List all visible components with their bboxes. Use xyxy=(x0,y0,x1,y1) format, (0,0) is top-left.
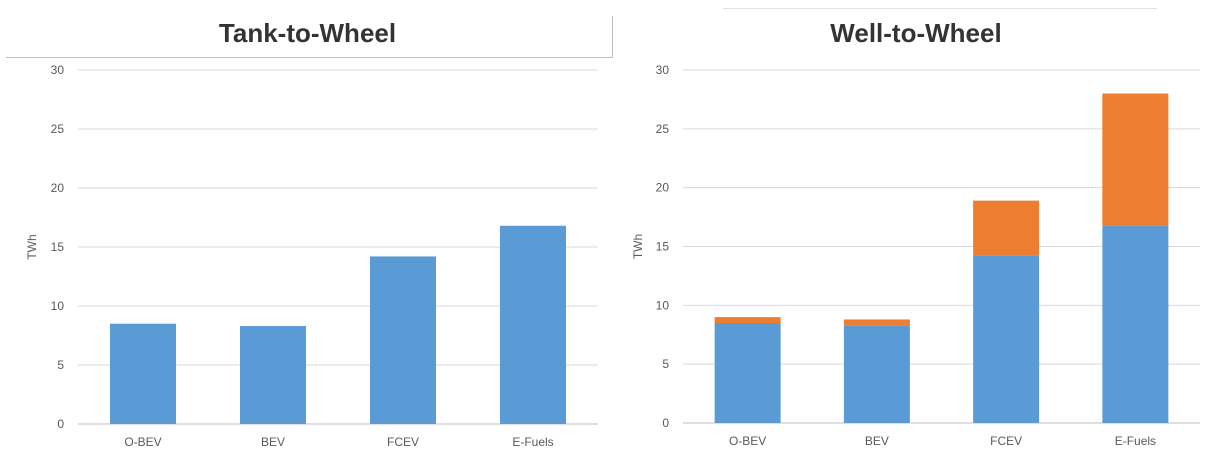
bar-fcev-series-1 xyxy=(370,256,436,424)
bar-o-bev-series-1 xyxy=(110,323,176,424)
bar-e-fuels-series-1 xyxy=(500,225,566,424)
well-to-wheel-panel: Well-to-Wheel 0 5 10 15 20 25 30 TWh O-BEV BEV FCE… xyxy=(615,0,1217,457)
y-tick-label: 30 xyxy=(656,63,670,77)
y-tick-label: 15 xyxy=(656,240,670,254)
panel-frame-top xyxy=(723,8,1157,9)
bar-bev-series-1 xyxy=(843,325,910,423)
x-tick-label: BEV xyxy=(261,435,285,449)
y-tick-label: 10 xyxy=(656,298,670,312)
y-tick-label: 30 xyxy=(51,63,65,77)
y-tick-label: 5 xyxy=(57,358,64,372)
y-tick-label: 0 xyxy=(662,416,669,430)
bar-fcev-series-2 xyxy=(973,200,1040,256)
tank-to-wheel-chart: 0 5 10 15 20 25 30 TWh O-BEV BEV FCEV E-Fuels xyxy=(25,63,598,449)
y-tick-label: 25 xyxy=(51,122,65,136)
x-tick-label: FCEV xyxy=(990,434,1022,448)
y-tick-label: 15 xyxy=(51,240,65,254)
bar-e-fuels-series-1 xyxy=(1102,225,1169,423)
bar-o-bev-series-1 xyxy=(714,322,781,423)
x-tick-label: BEV xyxy=(865,434,889,448)
well-to-wheel-chart: 0 5 10 15 20 25 30 TWh O-BEV BEV FCEV E-Fuels xyxy=(631,63,1200,448)
panel-frame-right xyxy=(612,16,613,58)
y-tick-label: 10 xyxy=(51,299,65,313)
x-tick-label: O-BEV xyxy=(729,434,766,448)
y-tick-label: 5 xyxy=(662,357,669,371)
chart-title: Well-to-Wheel xyxy=(830,18,1002,48)
bar-fcev-series-1 xyxy=(973,255,1040,423)
tank-to-wheel-panel: Tank-to-Wheel 0 5 10 15 20 25 30 TWh O-BEV BEV FCE… xyxy=(6,16,613,449)
x-tick-label: FCEV xyxy=(387,435,419,449)
y-tick-label: 20 xyxy=(656,181,670,195)
x-tick-label: O-BEV xyxy=(124,435,161,449)
panel-frame-bottom xyxy=(6,57,613,58)
bar-o-bev-series-2 xyxy=(714,317,781,323)
x-tick-label: E-Fuels xyxy=(512,435,553,449)
x-tick-label: E-Fuels xyxy=(1115,434,1156,448)
y-axis-label: TWh xyxy=(25,234,39,259)
y-tick-label: 20 xyxy=(51,181,65,195)
y-tick-label: 0 xyxy=(57,417,64,431)
y-tick-label: 25 xyxy=(656,122,670,136)
bar-bev-series-1 xyxy=(240,326,306,424)
chart-title: Tank-to-Wheel xyxy=(218,18,397,48)
bar-e-fuels-series-2 xyxy=(1102,93,1169,226)
bar-bev-series-2 xyxy=(843,319,910,326)
y-axis-label: TWh xyxy=(631,234,645,259)
